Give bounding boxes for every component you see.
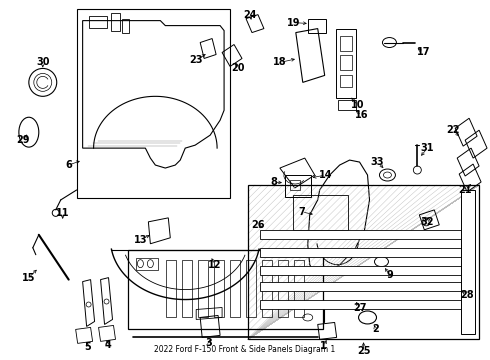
- Bar: [76, 9, 230, 198]
- Bar: [340, 75, 352, 87]
- Bar: [278, 260, 288, 318]
- Text: 12: 12: [208, 260, 222, 270]
- Bar: [122, 19, 129, 32]
- Bar: [136, 258, 158, 270]
- Bar: [461, 190, 475, 334]
- Text: 30: 30: [36, 58, 49, 67]
- Bar: [89, 15, 106, 28]
- Text: 18: 18: [273, 58, 287, 67]
- Bar: [340, 36, 352, 50]
- Bar: [230, 260, 240, 318]
- Text: 9: 9: [386, 270, 393, 280]
- Bar: [198, 260, 208, 318]
- Bar: [293, 195, 347, 230]
- Text: 28: 28: [460, 289, 474, 300]
- Text: 24: 24: [243, 10, 257, 20]
- Text: 13: 13: [134, 235, 147, 245]
- Bar: [290, 180, 300, 190]
- Bar: [260, 300, 463, 309]
- Bar: [214, 260, 224, 318]
- Text: 33: 33: [371, 157, 384, 167]
- Bar: [246, 260, 256, 318]
- Bar: [260, 266, 463, 275]
- Bar: [294, 260, 304, 318]
- Bar: [182, 260, 192, 318]
- Text: 22: 22: [446, 125, 460, 135]
- Text: 8: 8: [270, 177, 277, 187]
- Text: 31: 31: [420, 143, 434, 153]
- Bar: [128, 250, 323, 329]
- Text: 3: 3: [206, 338, 213, 348]
- Text: 2: 2: [372, 324, 379, 334]
- Text: 29: 29: [16, 135, 29, 145]
- Text: 2022 Ford F-150 Front & Side Panels Diagram 1: 2022 Ford F-150 Front & Side Panels Diag…: [154, 345, 336, 354]
- Bar: [260, 248, 463, 257]
- Text: 15: 15: [22, 273, 36, 283]
- Bar: [336, 28, 356, 98]
- Text: 10: 10: [351, 100, 364, 110]
- Text: 7: 7: [298, 207, 305, 217]
- Text: 25: 25: [357, 346, 370, 356]
- Bar: [260, 230, 463, 239]
- Text: 11: 11: [56, 208, 70, 218]
- Text: 23: 23: [190, 55, 203, 66]
- Text: 5: 5: [84, 342, 91, 352]
- Bar: [338, 100, 356, 110]
- Text: 17: 17: [416, 48, 430, 58]
- Text: 16: 16: [355, 110, 368, 120]
- Text: 20: 20: [231, 63, 245, 73]
- Bar: [248, 185, 479, 339]
- Text: 26: 26: [251, 220, 265, 230]
- Text: 21: 21: [459, 185, 472, 195]
- Bar: [308, 19, 326, 32]
- Text: 1: 1: [320, 341, 327, 351]
- Bar: [340, 55, 352, 71]
- Text: 6: 6: [65, 160, 72, 170]
- Text: 4: 4: [104, 340, 111, 350]
- Bar: [111, 13, 121, 31]
- Bar: [285, 175, 311, 197]
- Bar: [260, 282, 463, 291]
- Bar: [166, 260, 176, 318]
- Bar: [262, 260, 272, 318]
- Text: 32: 32: [420, 217, 434, 227]
- Text: 27: 27: [353, 302, 367, 312]
- Text: 14: 14: [319, 170, 332, 180]
- Text: 19: 19: [287, 18, 300, 28]
